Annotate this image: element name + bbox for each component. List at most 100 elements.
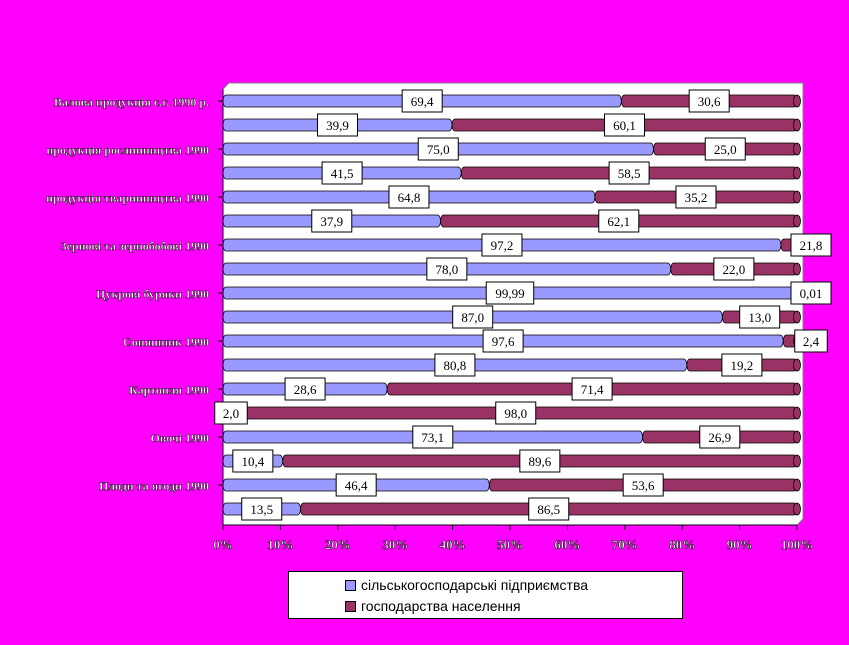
data-label-households-box bbox=[739, 305, 781, 329]
x-tick-label: 90% bbox=[727, 537, 753, 552]
data-label-enterprises-box bbox=[284, 377, 326, 401]
x-tick-label: 70% bbox=[612, 537, 638, 552]
data-label-households-box bbox=[528, 497, 570, 521]
data-label-households-box bbox=[794, 329, 828, 353]
data-label-enterprises-box bbox=[214, 401, 248, 425]
bar-end-cap bbox=[793, 478, 801, 492]
bar-end-cap bbox=[793, 94, 801, 108]
data-label-households: 19,2 bbox=[731, 358, 754, 373]
data-label-enterprises: 46,4 bbox=[345, 478, 368, 493]
data-label-households-box bbox=[519, 449, 561, 473]
bar-end-cap bbox=[793, 358, 801, 372]
data-label-households: 26,9 bbox=[708, 430, 731, 445]
data-label-households-box bbox=[495, 401, 537, 425]
data-label-enterprises: 39,9 bbox=[326, 118, 349, 133]
chart-legend: сільськогосподарські підприємства господ… bbox=[288, 571, 683, 619]
category-label: Соняшник 1990 bbox=[123, 335, 209, 349]
bar-end-cap bbox=[793, 262, 801, 276]
data-label-enterprises: 73,1 bbox=[421, 430, 444, 445]
data-label-enterprises-box bbox=[388, 185, 430, 209]
data-label-enterprises-box bbox=[412, 425, 454, 449]
data-label-households: 98,0 bbox=[504, 406, 527, 421]
data-label-enterprises-box bbox=[232, 449, 274, 473]
x-tick-label: 0% bbox=[213, 537, 233, 552]
data-label-households: 58,5 bbox=[618, 166, 641, 181]
data-label-households: 25,0 bbox=[714, 142, 737, 157]
data-label-households-box bbox=[622, 473, 664, 497]
data-label-households: 86,5 bbox=[537, 502, 560, 517]
data-label-households: 53,6 bbox=[632, 478, 655, 493]
x-tick-label: 60% bbox=[554, 537, 580, 552]
data-label-households: 71,4 bbox=[581, 382, 604, 397]
category-label: Овочі 1990 bbox=[150, 431, 209, 445]
category-label: Зернові та зернобобові 1990 bbox=[60, 239, 209, 253]
data-label-households-box bbox=[699, 425, 741, 449]
data-label-households-box bbox=[675, 185, 717, 209]
x-tick-label: 40% bbox=[440, 537, 466, 552]
bar-end-cap bbox=[793, 430, 801, 444]
bar-end-cap bbox=[793, 382, 801, 396]
bar-end-cap bbox=[793, 502, 801, 516]
data-label-enterprises-box bbox=[417, 137, 459, 161]
data-label-households: 21,8 bbox=[800, 238, 823, 253]
data-label-enterprises: 64,8 bbox=[398, 190, 421, 205]
data-label-enterprises-box bbox=[481, 233, 523, 257]
category-label: Картопля 1990 bbox=[129, 383, 209, 397]
bar-end-cap bbox=[793, 214, 801, 228]
x-tick-label: 10% bbox=[267, 537, 293, 552]
data-label-households-box bbox=[704, 137, 746, 161]
data-label-enterprises: 87,0 bbox=[461, 310, 484, 325]
data-label-enterprises-box bbox=[434, 353, 476, 377]
data-label-enterprises: 10,4 bbox=[241, 454, 264, 469]
data-label-households: 0,01 bbox=[800, 286, 823, 301]
data-label-enterprises-box bbox=[335, 473, 377, 497]
category-label: продукція рослинництва 1990 bbox=[46, 143, 209, 157]
data-label-enterprises-box bbox=[482, 329, 524, 353]
data-label-enterprises-box bbox=[311, 209, 353, 233]
data-label-enterprises: 78,0 bbox=[435, 262, 458, 277]
data-label-households-box bbox=[571, 377, 613, 401]
data-label-enterprises: 97,6 bbox=[492, 334, 515, 349]
data-label-enterprises-box bbox=[241, 497, 283, 521]
legend-item-enterprises: сільськогосподарські підприємства bbox=[345, 576, 588, 594]
data-label-households: 13,0 bbox=[748, 310, 771, 325]
data-label-enterprises-box bbox=[317, 113, 359, 137]
x-tick-label: 100% bbox=[781, 537, 814, 552]
data-label-households: 62,1 bbox=[607, 214, 630, 229]
data-label-households: 35,2 bbox=[685, 190, 708, 205]
legend-label-enterprises: сільськогосподарські підприємства bbox=[361, 577, 589, 593]
data-label-enterprises-box bbox=[321, 161, 363, 185]
legend-label-households: господарства населення bbox=[361, 598, 521, 614]
data-label-enterprises: 2,0 bbox=[223, 406, 239, 421]
category-label: Цукрові буряки 1990 bbox=[96, 287, 209, 301]
bar-end-cap bbox=[793, 118, 801, 132]
data-label-enterprises: 97,2 bbox=[491, 238, 514, 253]
data-label-enterprises: 13,5 bbox=[250, 502, 273, 517]
data-label-households: 60,1 bbox=[613, 118, 636, 133]
data-label-enterprises: 99,99 bbox=[495, 286, 524, 301]
data-label-enterprises: 28,6 bbox=[294, 382, 317, 397]
x-tick-label: 80% bbox=[669, 537, 695, 552]
data-label-households: 2,4 bbox=[803, 334, 820, 349]
bar-end-cap bbox=[793, 190, 801, 204]
data-label-households: 22,0 bbox=[722, 262, 745, 277]
data-label-enterprises: 69,4 bbox=[411, 94, 434, 109]
data-label-households-box bbox=[608, 161, 650, 185]
data-label-households-box bbox=[790, 281, 832, 305]
data-label-enterprises: 80,8 bbox=[444, 358, 467, 373]
bar-end-cap bbox=[793, 142, 801, 156]
data-label-households-box bbox=[790, 233, 832, 257]
data-label-households-box bbox=[721, 353, 763, 377]
category-label: продукція тваринництва 1990 bbox=[46, 191, 209, 205]
data-label-households-box bbox=[598, 209, 640, 233]
data-label-households: 89,6 bbox=[528, 454, 551, 469]
data-label-households-box bbox=[604, 113, 646, 137]
bar-end-cap bbox=[793, 310, 801, 324]
data-label-enterprises-box bbox=[401, 89, 443, 113]
x-tick-label: 20% bbox=[325, 537, 351, 552]
data-label-enterprises: 75,0 bbox=[427, 142, 450, 157]
data-label-enterprises-box bbox=[452, 305, 494, 329]
category-label: Валова продукція с.г. 1990 р. bbox=[54, 95, 209, 109]
data-label-enterprises: 41,5 bbox=[331, 166, 354, 181]
